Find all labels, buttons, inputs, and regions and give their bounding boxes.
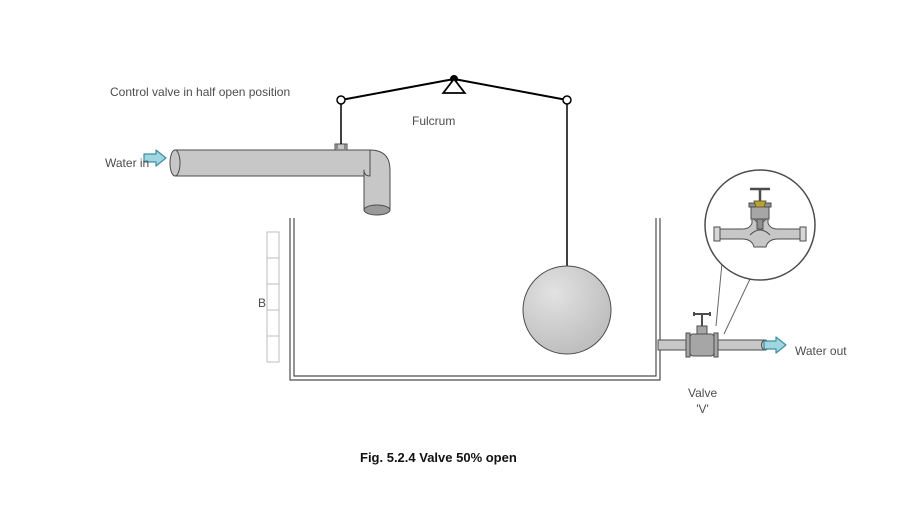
- scale-b-label: B: [258, 296, 266, 312]
- fulcrum-label: Fulcrum: [412, 114, 455, 130]
- water-out-label: Water out: [795, 344, 847, 360]
- title-label: Control valve in half open position: [110, 85, 290, 101]
- valve-label: Valve 'V': [688, 386, 717, 417]
- water-out-arrow-icon: [764, 337, 786, 353]
- diagram-stage: Control valve in half open position Fulc…: [0, 0, 900, 506]
- water-in-label: Water in: [105, 156, 149, 172]
- figure-caption: Fig. 5.2.4 Valve 50% open: [360, 450, 517, 465]
- diagram-svg: [0, 0, 900, 506]
